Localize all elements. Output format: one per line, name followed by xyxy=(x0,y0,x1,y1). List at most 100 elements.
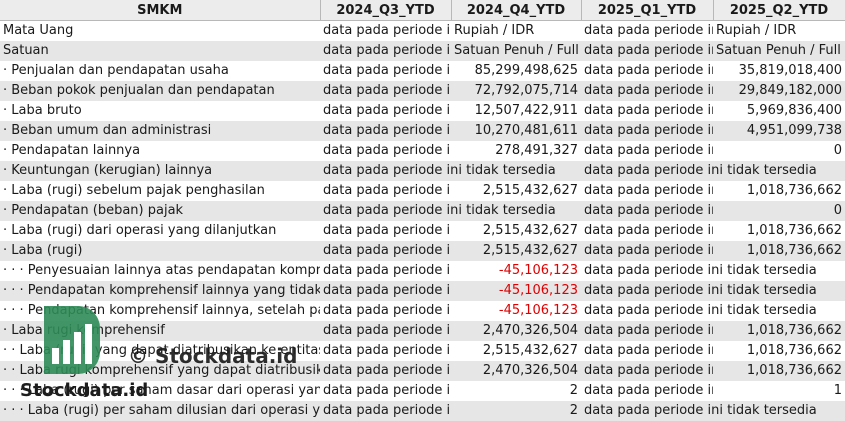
value-cell: 85,299,498,625 xyxy=(451,61,581,81)
table-row: · Laba rugi komprehensif data pada period… xyxy=(0,321,845,341)
value-cell: 2 xyxy=(451,381,581,401)
table-row: · Laba bruto data pada periode in 12,507,4… xyxy=(0,101,845,121)
row-label: · Laba rugi komprehensif xyxy=(0,321,320,341)
value-cell: 72,792,075,714 xyxy=(451,81,581,101)
value-cell: data pada periode in xyxy=(581,81,713,101)
value-cell: 1,018,736,662 xyxy=(713,321,845,341)
value-cell: 1,018,736,662 xyxy=(713,221,845,241)
table-row: · · · Laba (rugi) per saham dasar dari o… xyxy=(0,381,845,401)
row-label: · · · Pendapatan komprehensif lainnya, s… xyxy=(0,301,320,321)
header-ticker[interactable]: SMKM xyxy=(0,0,321,21)
value-cell: data pada periode in xyxy=(320,41,451,61)
row-label: · Pendapatan lainnya xyxy=(0,141,320,161)
table-row: · · · Laba (rugi) per saham dilusian dar… xyxy=(0,401,845,421)
unavailable-note: data pada periode ini tidak tersedia xyxy=(581,161,845,181)
value-cell: data pada periode in xyxy=(320,121,451,141)
header-2024-q3[interactable]: 2024_Q3_YTD xyxy=(320,0,452,21)
value-cell: data pada periode in xyxy=(320,261,451,281)
value-cell: 0 xyxy=(713,201,845,221)
value-cell: data pada periode in xyxy=(581,181,713,201)
value-cell: 29,849,182,000 xyxy=(713,81,845,101)
unavailable-note: data pada periode ini tidak tersedia xyxy=(320,201,581,221)
value-cell: data pada periode in xyxy=(581,321,713,341)
value-cell: data pada periode in xyxy=(581,201,713,221)
value-cell: data pada periode in xyxy=(320,301,451,321)
value-cell: 1,018,736,662 xyxy=(713,241,845,261)
table-row: · Laba (rugi) sebelum pajak penghasilan d… xyxy=(0,181,845,201)
row-label: · Beban pokok penjualan dan pendapatan xyxy=(0,81,320,101)
value-cell: -45,106,123 xyxy=(451,261,581,281)
row-label: · Beban umum dan administrasi xyxy=(0,121,320,141)
table-row: · · · Pendapatan komprehensif lainnya, s… xyxy=(0,301,845,321)
value-cell: -45,106,123 xyxy=(451,281,581,301)
table-row: · Penjualan dan pendapatan usaha data pad… xyxy=(0,61,845,81)
value-cell: data pada periode in xyxy=(320,341,451,361)
header-row: SMKM 2024_Q3_YTD 2024_Q4_YTD 2025_Q1_YTD… xyxy=(0,0,845,21)
table-row: Mata Uang data pada periode in Rupiah / ID… xyxy=(0,20,845,41)
table-row: · Beban pokok penjualan dan pendapatan da… xyxy=(0,81,845,101)
table-row: · Keuntungan (kerugian) lainnya data pada… xyxy=(0,161,845,181)
value-cell: data pada periode in xyxy=(581,381,713,401)
value-cell: 1 xyxy=(713,381,845,401)
row-label: · · Laba (rugi) yang dapat diatribusikan… xyxy=(0,341,320,361)
unavailable-note: data pada periode ini tidak tersedia xyxy=(581,301,845,321)
value-cell: 1,018,736,662 xyxy=(713,361,845,381)
value-cell: 10,270,481,611 xyxy=(451,121,581,141)
table-row: · Laba (rugi) data pada periode in 2,515,4… xyxy=(0,241,845,261)
value-cell: data pada periode in xyxy=(320,381,451,401)
table-row: · Pendapatan lainnya data pada periode in… xyxy=(0,141,845,161)
value-cell: Rupiah / IDR xyxy=(713,20,845,41)
row-label: · Keuntungan (kerugian) lainnya xyxy=(0,161,320,181)
value-cell: 12,507,422,911 xyxy=(451,101,581,121)
row-label: · · · Laba (rugi) per saham dasar dari o… xyxy=(0,381,320,401)
header-2025-q1[interactable]: 2025_Q1_YTD xyxy=(581,0,714,21)
table-row: · · · Pendapatan komprehensif lainnya ya… xyxy=(0,281,845,301)
value-cell: data pada periode in xyxy=(581,61,713,81)
unavailable-note: data pada periode ini tidak tersedia xyxy=(581,401,845,421)
row-label: · Penjualan dan pendapatan usaha xyxy=(0,61,320,81)
value-cell: data pada periode in xyxy=(320,101,451,121)
value-cell: Satuan Penuh / Full A xyxy=(713,41,845,61)
row-label: · Laba (rugi) sebelum pajak penghasilan xyxy=(0,181,320,201)
unavailable-note: data pada periode ini tidak tersedia xyxy=(581,281,845,301)
unavailable-note: data pada periode ini tidak tersedia xyxy=(581,261,845,281)
value-cell: 1,018,736,662 xyxy=(713,181,845,201)
value-cell: data pada periode in xyxy=(320,61,451,81)
value-cell: data pada periode in xyxy=(320,241,451,261)
value-cell: data pada periode in xyxy=(320,141,451,161)
value-cell: data pada periode in xyxy=(320,401,451,421)
value-cell: data pada periode in xyxy=(320,321,451,341)
value-cell: 2,470,326,504 xyxy=(451,321,581,341)
value-cell: data pada periode in xyxy=(581,20,713,41)
value-cell: 35,819,018,400 xyxy=(713,61,845,81)
value-cell: data pada periode in xyxy=(581,221,713,241)
row-label: · · · Penyesuaian lainnya atas pendapata… xyxy=(0,261,320,281)
header-2024-q4[interactable]: 2024_Q4_YTD xyxy=(451,0,582,21)
value-cell: data pada periode in xyxy=(581,341,713,361)
value-cell: data pada periode in xyxy=(320,181,451,201)
row-label: · · · Pendapatan komprehensif lainnya ya… xyxy=(0,281,320,301)
value-cell: data pada periode in xyxy=(320,281,451,301)
value-cell: 4,951,099,738 xyxy=(713,121,845,141)
table-row: Satuan data pada periode in Satuan Penuh /… xyxy=(0,41,845,61)
value-cell: 2,515,432,627 xyxy=(451,221,581,241)
value-cell: data pada periode in xyxy=(320,221,451,241)
table-row: · Beban umum dan administrasi data pada p… xyxy=(0,121,845,141)
value-cell: data pada periode in xyxy=(581,41,713,61)
value-cell: data pada periode in xyxy=(320,20,451,41)
table-row: · · Laba (rugi) yang dapat diatribusikan… xyxy=(0,341,845,361)
value-cell: data pada periode in xyxy=(581,241,713,261)
value-cell: data pada periode in xyxy=(581,121,713,141)
value-cell: data pada periode in xyxy=(581,101,713,121)
value-cell: 2,515,432,627 xyxy=(451,241,581,261)
value-cell: data pada periode in xyxy=(320,361,451,381)
value-cell: 1,018,736,662 xyxy=(713,341,845,361)
value-cell: 278,491,327 xyxy=(451,141,581,161)
value-cell: data pada periode in xyxy=(581,141,713,161)
header-2025-q2[interactable]: 2025_Q2_YTD xyxy=(713,0,845,21)
value-cell: Satuan Penuh / Full A xyxy=(451,41,581,61)
table-row: · · Laba rugi komprehensif yang dapat di… xyxy=(0,361,845,381)
row-label: · Pendapatan (beban) pajak xyxy=(0,201,320,221)
